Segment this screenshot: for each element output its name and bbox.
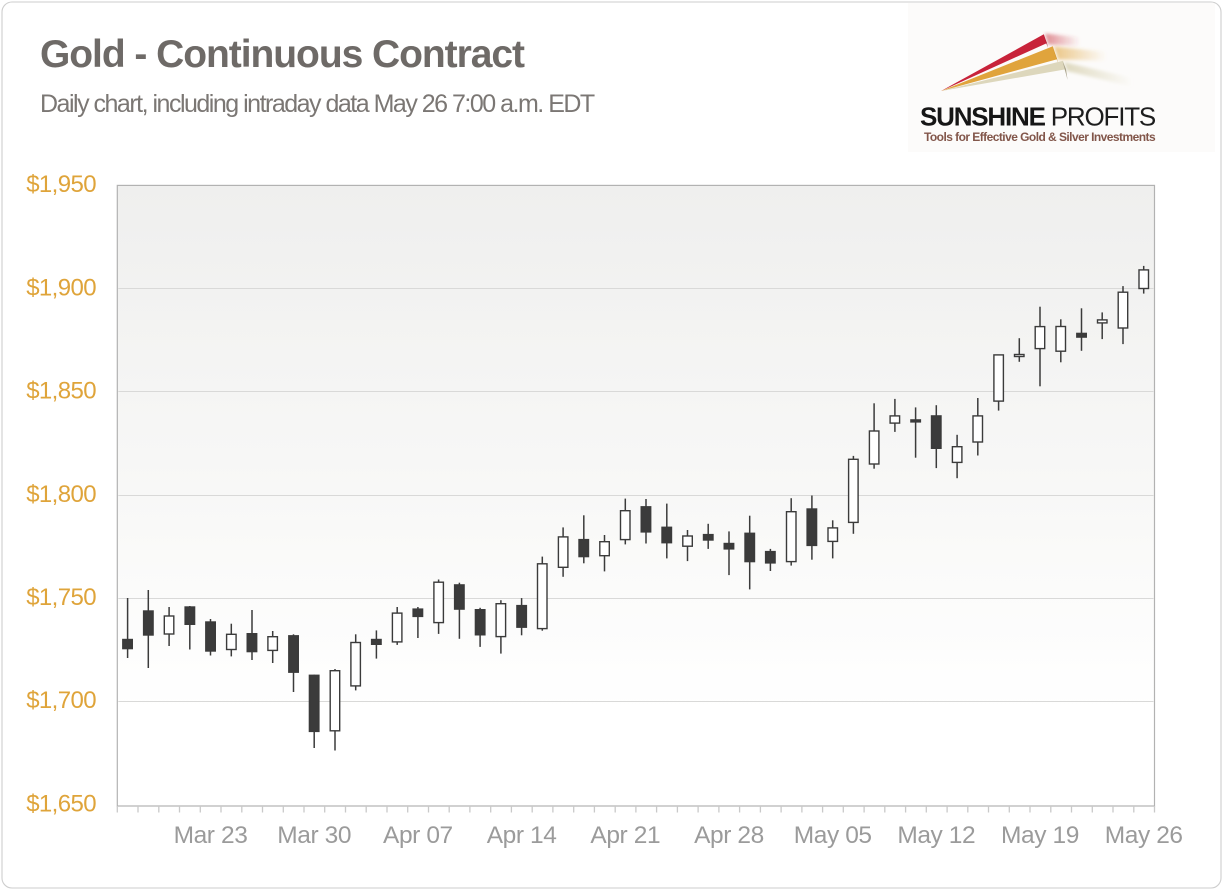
svg-text:$1,650: $1,650 bbox=[26, 790, 96, 817]
svg-text:$1,900: $1,900 bbox=[26, 274, 96, 301]
svg-text:$1,800: $1,800 bbox=[26, 481, 96, 508]
svg-text:Daily chart, including intrada: Daily chart, including intraday data May… bbox=[40, 90, 595, 118]
svg-text:Mar 23: Mar 23 bbox=[174, 822, 248, 849]
svg-text:May 19: May 19 bbox=[1001, 822, 1079, 849]
svg-text:Mar 30: Mar 30 bbox=[277, 822, 351, 849]
svg-text:May 05: May 05 bbox=[794, 822, 872, 849]
svg-text:Apr 21: Apr 21 bbox=[590, 822, 660, 849]
svg-text:$1,850: $1,850 bbox=[26, 378, 96, 405]
svg-text:May 26: May 26 bbox=[1105, 822, 1183, 849]
svg-text:Gold - Continuous Contract: Gold - Continuous Contract bbox=[40, 33, 525, 76]
svg-text:Apr 28: Apr 28 bbox=[694, 822, 764, 849]
svg-text:May 12: May 12 bbox=[897, 822, 975, 849]
svg-text:$1,700: $1,700 bbox=[26, 687, 96, 714]
svg-text:$1,750: $1,750 bbox=[26, 584, 96, 611]
svg-text:$1,950: $1,950 bbox=[26, 171, 96, 198]
svg-text:Apr 14: Apr 14 bbox=[487, 822, 557, 849]
svg-text:SUNSHINE PROFITS: SUNSHINE PROFITS bbox=[920, 102, 1156, 132]
svg-text:Apr 07: Apr 07 bbox=[383, 822, 453, 849]
svg-text:Tools for Effective Gold & Sil: Tools for Effective Gold & Silver Invest… bbox=[924, 130, 1156, 144]
